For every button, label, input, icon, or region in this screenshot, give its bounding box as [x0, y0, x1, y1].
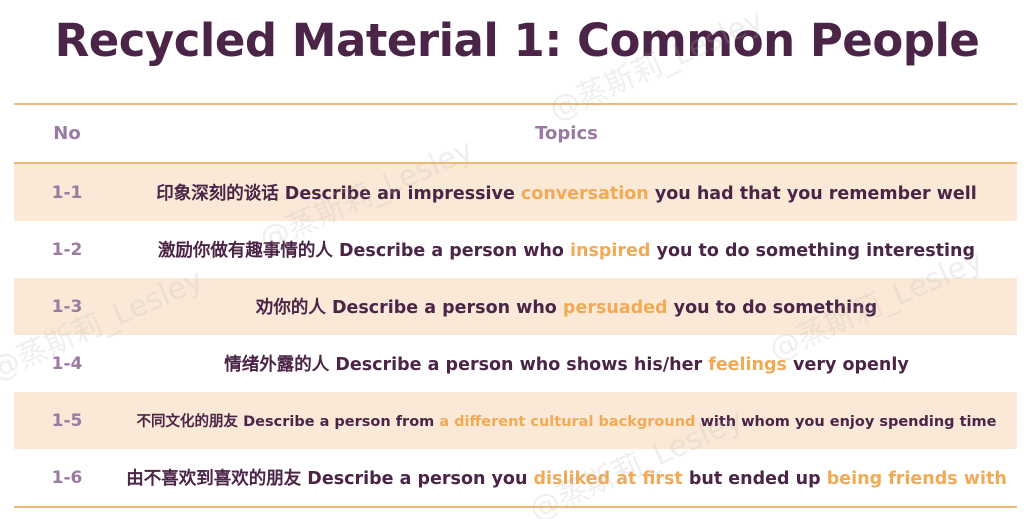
topic-chinese: 由不喜欢到喜欢的朋友: [126, 469, 302, 489]
topic-chinese: 不同文化的朋友: [136, 414, 239, 430]
topic-text: with whom you enjoy spending time: [695, 414, 997, 430]
topic-text: Describe a person you: [307, 469, 534, 489]
row-number: 1-6: [51, 467, 83, 488]
topic-text: Describe an impressive: [284, 184, 521, 204]
topic-highlight: a different cultural background: [439, 414, 696, 430]
table-row: 1-2 激励你做有趣事情的人 Describe a person who ins…: [14, 221, 1017, 278]
row-topic: 由不喜欢到喜欢的朋友 Describe a person you dislike…: [124, 465, 1017, 490]
row-number: 1-4: [51, 353, 83, 374]
topic-highlight: feelings: [708, 355, 787, 375]
topic-text: but ended up: [682, 469, 827, 489]
topic-chinese: 情绪外露的人: [224, 355, 330, 375]
table-row: 1-1 印象深刻的谈话 Describe an impressive conve…: [14, 164, 1017, 221]
row-topic: 劝你的人 Describe a person who persuaded you…: [124, 294, 1017, 319]
topics-table: No Topics 1-1 印象深刻的谈话 Describe an impres…: [14, 103, 1017, 508]
topic-text: you to do something: [667, 298, 878, 318]
header-no: No: [53, 123, 81, 144]
row-topic: 印象深刻的谈话 Describe an impressive conversat…: [124, 180, 1017, 205]
topic-text: you had that you remember well: [648, 184, 977, 204]
topic-highlight: being friends with: [826, 469, 1007, 489]
header-topics: Topics: [535, 123, 598, 144]
topic-chinese: 劝你的人: [255, 298, 326, 318]
row-number: 1-1: [51, 182, 83, 203]
topic-highlight: persuaded: [562, 298, 668, 318]
topic-text: Describe a person who: [331, 298, 563, 318]
row-number: 1-3: [51, 296, 83, 317]
table-row: 1-4 情绪外露的人 Describe a person who shows h…: [14, 335, 1017, 392]
topic-text: very openly: [786, 355, 909, 375]
topic-chinese: 印象深刻的谈话: [156, 184, 279, 204]
topic-text: Describe a person who: [339, 241, 570, 261]
topic-text: you to do something interesting: [650, 241, 976, 261]
row-topic: 激励你做有趣事情的人 Describe a person who inspire…: [124, 237, 1017, 262]
row-number: 1-5: [51, 410, 83, 431]
topic-text: Describe a person from: [243, 414, 440, 430]
table-row: 1-3 劝你的人 Describe a person who persuaded…: [14, 278, 1017, 335]
row-number: 1-2: [51, 239, 83, 260]
row-topic: 不同文化的朋友 Describe a person from a differe…: [124, 410, 1017, 431]
topic-highlight: disliked at first: [533, 469, 683, 489]
table-row: 1-6 由不喜欢到喜欢的朋友 Describe a person you dis…: [14, 449, 1017, 506]
table-header: No Topics: [14, 105, 1017, 164]
table-row: 1-5 不同文化的朋友 Describe a person from a dif…: [14, 392, 1017, 449]
topic-chinese: 激励你做有趣事情的人: [157, 241, 333, 261]
topic-highlight: inspired: [570, 241, 651, 261]
topic-text: Describe a person who shows his/her: [335, 355, 709, 375]
page-title: Recycled Material 1: Common People: [54, 14, 980, 67]
row-topic: 情绪外露的人 Describe a person who shows his/h…: [124, 351, 1017, 376]
topic-highlight: conversation: [520, 184, 649, 204]
